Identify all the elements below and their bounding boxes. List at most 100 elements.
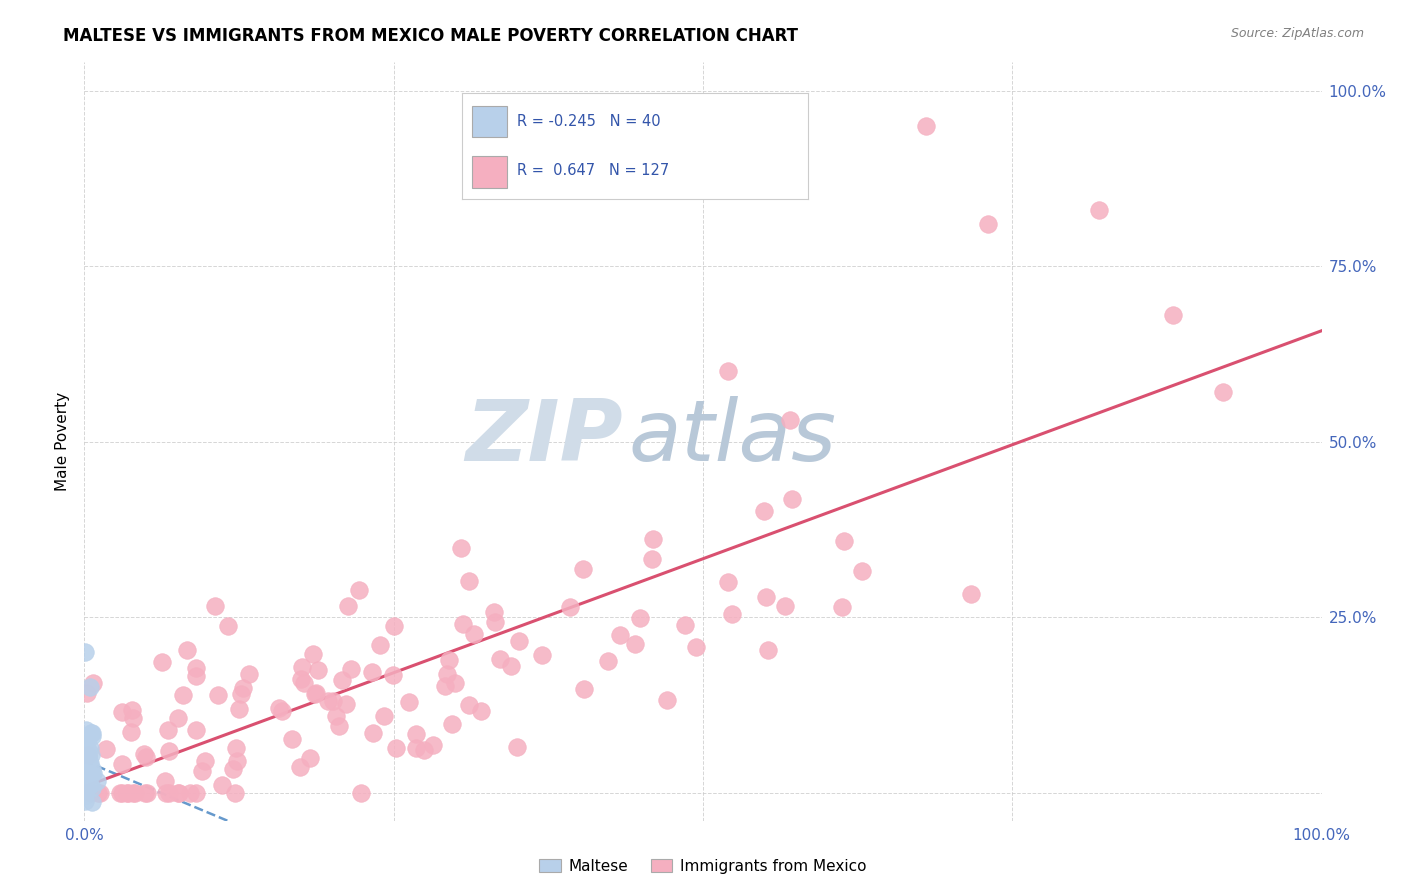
Point xyxy=(773,599,796,613)
Point xyxy=(572,562,595,576)
Point xyxy=(75,645,97,659)
Point xyxy=(960,587,983,601)
Point xyxy=(110,786,132,800)
Point xyxy=(1161,308,1184,322)
Point xyxy=(76,730,98,744)
Point xyxy=(152,655,174,669)
Point xyxy=(135,749,157,764)
Point xyxy=(73,788,96,802)
Point xyxy=(77,742,100,756)
Point xyxy=(80,766,103,780)
Point xyxy=(269,701,291,715)
Point xyxy=(405,727,427,741)
Point xyxy=(292,676,315,690)
Point xyxy=(194,754,217,768)
Point xyxy=(328,719,350,733)
Point xyxy=(322,694,344,708)
Point xyxy=(172,689,194,703)
Text: atlas: atlas xyxy=(628,396,837,479)
Point xyxy=(82,676,104,690)
Point xyxy=(77,757,100,772)
Point xyxy=(111,756,134,771)
Point xyxy=(717,574,740,589)
Point xyxy=(624,638,647,652)
Point xyxy=(89,786,111,800)
Point xyxy=(470,705,492,719)
Point xyxy=(350,786,373,800)
Text: ZIP: ZIP xyxy=(465,396,623,479)
Point xyxy=(77,770,100,784)
Point xyxy=(218,619,240,633)
Point xyxy=(157,723,180,737)
Point xyxy=(484,615,506,629)
Point xyxy=(79,680,101,694)
Point xyxy=(77,752,100,766)
Point xyxy=(339,662,361,676)
Point xyxy=(167,786,190,800)
Point xyxy=(76,770,98,784)
Point xyxy=(914,119,936,133)
Point xyxy=(166,711,188,725)
Point xyxy=(779,413,801,427)
Point xyxy=(167,786,190,800)
Point xyxy=(80,780,103,795)
Point xyxy=(755,590,778,604)
Point xyxy=(271,704,294,718)
Point xyxy=(87,786,110,800)
Point xyxy=(596,655,619,669)
Point xyxy=(413,743,436,757)
Point xyxy=(628,611,651,625)
Point xyxy=(976,217,998,231)
Point xyxy=(851,564,873,578)
Point xyxy=(75,769,97,783)
Point xyxy=(115,786,138,800)
Point xyxy=(325,708,347,723)
Point xyxy=(330,673,353,687)
Point xyxy=(77,751,100,765)
Point xyxy=(685,640,707,655)
Point xyxy=(360,665,382,679)
Point xyxy=(288,759,311,773)
Point xyxy=(457,698,479,713)
Point xyxy=(305,686,328,700)
Point xyxy=(76,766,98,780)
Point xyxy=(304,687,326,701)
Point xyxy=(281,732,304,747)
Point xyxy=(75,723,97,737)
Point xyxy=(77,758,100,772)
Point xyxy=(224,786,246,800)
Point xyxy=(440,717,463,731)
Point xyxy=(318,693,340,707)
Point xyxy=(159,786,181,800)
Point xyxy=(508,634,530,648)
Point xyxy=(609,628,631,642)
Point xyxy=(122,710,145,724)
Point xyxy=(655,692,678,706)
Point xyxy=(80,747,103,762)
Point xyxy=(382,619,405,633)
Point xyxy=(204,599,226,613)
Point xyxy=(184,669,207,683)
Point xyxy=(673,618,696,632)
Point xyxy=(831,600,853,615)
Point xyxy=(301,647,323,661)
Point xyxy=(436,667,458,681)
Point xyxy=(422,738,444,752)
Text: Source: ZipAtlas.com: Source: ZipAtlas.com xyxy=(1230,27,1364,40)
Point xyxy=(291,660,314,674)
Point xyxy=(75,769,97,783)
Point xyxy=(832,534,855,549)
Point xyxy=(76,748,98,763)
Point xyxy=(439,652,461,666)
Point xyxy=(80,786,103,800)
Point xyxy=(186,723,208,738)
Point xyxy=(717,364,740,378)
Point xyxy=(190,764,212,778)
Point xyxy=(572,681,595,696)
Point xyxy=(76,766,98,780)
Point xyxy=(298,750,321,764)
Point xyxy=(368,638,391,652)
Point xyxy=(463,627,485,641)
Point xyxy=(76,685,98,699)
Point xyxy=(79,740,101,755)
